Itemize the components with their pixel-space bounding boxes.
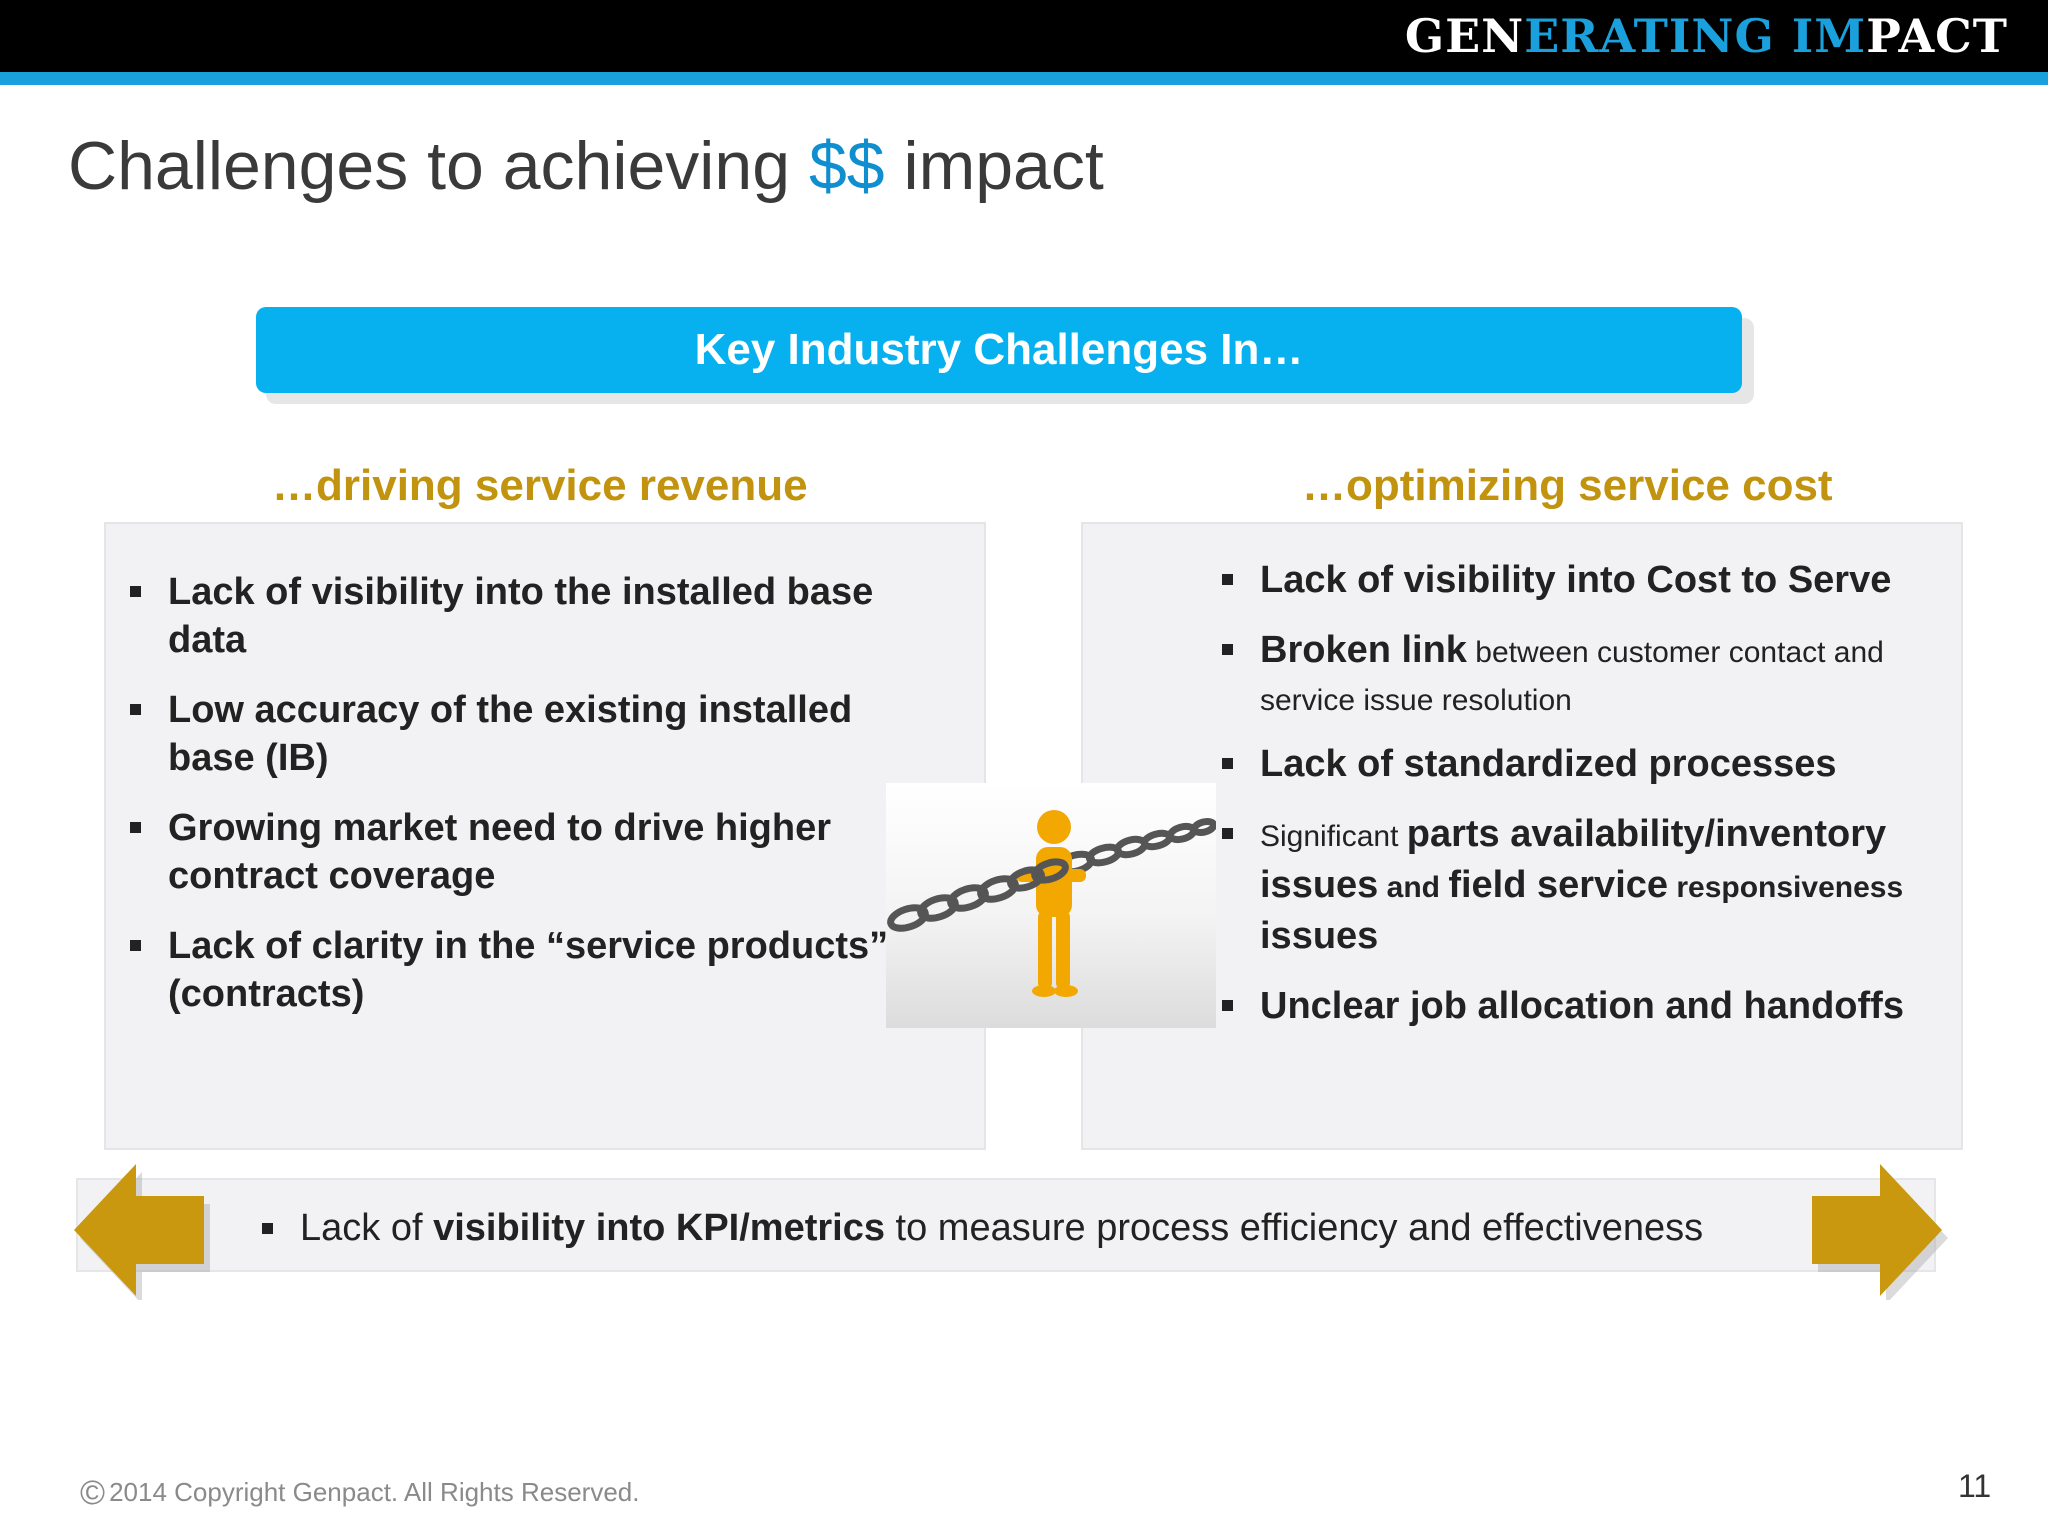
list-item: Significant parts availability/inventory… (1222, 810, 1962, 960)
left-column-heading: …driving service revenue (272, 461, 808, 510)
chain-figure-image (886, 783, 1218, 1028)
cost-challenges-list: Lack of visibility into Cost to Serve Br… (1222, 556, 1962, 1030)
top-bar: GENERATING IMPACT (0, 0, 2048, 72)
left-arrow-icon (74, 1164, 210, 1300)
key-challenges-banner: Key Industry Challenges In… (256, 307, 1742, 393)
list-item: Low accuracy of the existing installed b… (130, 686, 910, 782)
brand-logo-text: GENERATING IMPACT (1404, 9, 2008, 63)
left-panel (104, 522, 986, 1150)
list-item: Lack of clarity in the “service products… (130, 922, 910, 1018)
list-item: Growing market need to drive higher cont… (130, 804, 910, 900)
kpi-visibility-text: Lack of visibility into KPI/metrics to m… (262, 1204, 1703, 1252)
copyright-footer: © 2014 Copyright Genpact. All Rights Rese… (80, 1474, 640, 1512)
right-arrow-icon (1812, 1164, 1948, 1300)
right-column-heading: …optimizing service cost (1302, 461, 1833, 510)
chain-figure-icon (887, 810, 1218, 997)
kpi-visibility-bar (76, 1178, 1936, 1272)
list-item: Lack of visibility into Cost to Serve (1222, 556, 1962, 604)
list-item: Lack of visibility into the installed ba… (130, 568, 910, 664)
list-item: Lack of standardized processes (1222, 740, 1962, 788)
slide-title: Challenges to achieving $$ impact (68, 128, 1104, 204)
list-item: Unclear job allocation and handoffs (1222, 982, 1962, 1030)
revenue-challenges-list: Lack of visibility into the installed ba… (130, 568, 910, 1040)
page-number: 11 (1958, 1468, 1992, 1504)
header-accent-stripe (0, 72, 2048, 85)
list-item: Broken link between customer contact and… (1222, 626, 1962, 722)
